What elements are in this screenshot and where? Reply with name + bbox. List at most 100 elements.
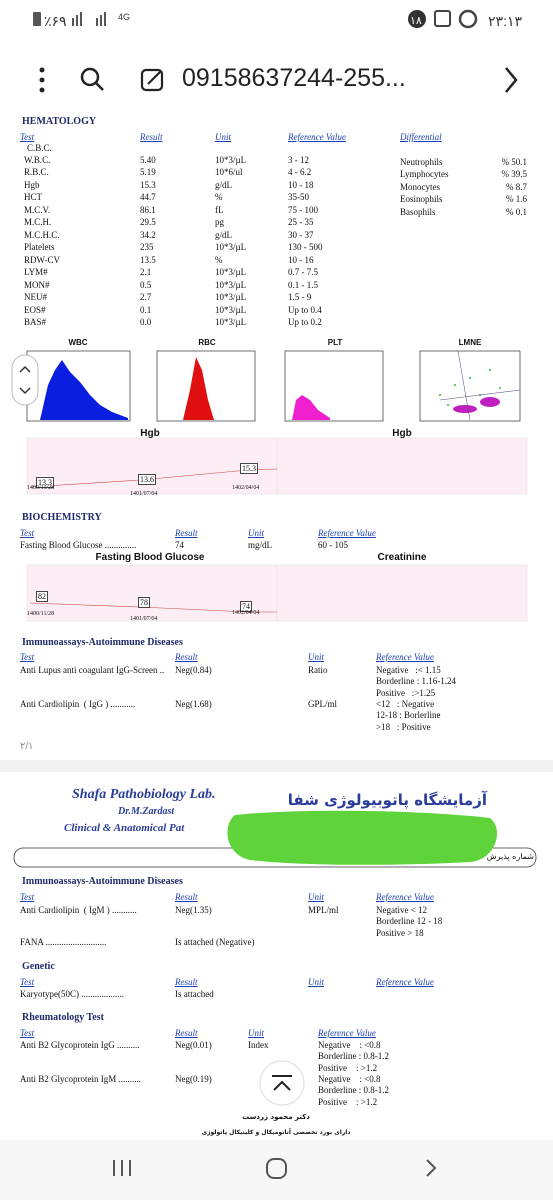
cell: 10*3/µL bbox=[215, 304, 247, 315]
cell: 0.5 bbox=[140, 279, 152, 290]
column-header: Result bbox=[175, 977, 198, 987]
search-button[interactable] bbox=[80, 67, 104, 91]
test-name: Anti Lupus anti coagulant IgG-Screen .. bbox=[20, 665, 165, 675]
test-result: Is attached bbox=[175, 989, 214, 999]
cell: 2.1 bbox=[140, 267, 152, 278]
differential-name: Eosinophils bbox=[400, 194, 443, 205]
notification-count: ۱۸ bbox=[410, 15, 422, 27]
reference-line: Borderline : 0.8-1.2 bbox=[318, 1051, 389, 1062]
reference-line: Negative : <0.8 bbox=[318, 1074, 381, 1084]
next-button[interactable] bbox=[505, 67, 518, 93]
differential-value: 0.1 % bbox=[506, 206, 527, 217]
trend-date: 1400/11/28 bbox=[27, 611, 55, 617]
back-button[interactable] bbox=[426, 1159, 437, 1177]
cell: g/dL bbox=[215, 179, 232, 190]
reference-line: 60 - 105 bbox=[318, 540, 348, 550]
home-button[interactable] bbox=[266, 1158, 287, 1179]
battery-level: ٪۶۹ bbox=[44, 13, 67, 29]
section-title: Rheumatology Test bbox=[22, 1012, 104, 1023]
reference-line: Positive > 18 bbox=[376, 927, 424, 938]
cell: g/dL bbox=[215, 229, 232, 240]
test-unit: GPL/ml bbox=[308, 699, 338, 709]
column-header: Reference Value bbox=[376, 892, 434, 902]
cell: RDW-CV bbox=[24, 254, 60, 265]
cell: 35-50 bbox=[288, 192, 309, 203]
test-result: 74 bbox=[175, 540, 184, 550]
cell: M.C.H.C. bbox=[24, 229, 60, 240]
signature: دارای بورد تخصصی آناتومیکال و کلینیکال پ… bbox=[201, 1129, 351, 1136]
cell: 10 - 18 bbox=[288, 179, 314, 190]
reference-line: Negative :< 1.15 bbox=[376, 665, 441, 675]
gallery-icon bbox=[434, 10, 451, 27]
cell: LYM# bbox=[24, 267, 48, 278]
cell: 10*3/µL bbox=[215, 267, 247, 278]
page-scroll-handle[interactable] bbox=[11, 354, 39, 406]
recents-button[interactable] bbox=[113, 1160, 131, 1176]
cell: 30 - 37 bbox=[288, 229, 314, 240]
cell: EOS# bbox=[24, 304, 46, 315]
cell: 10*3/µL bbox=[215, 279, 247, 290]
test-unit: MPL/ml bbox=[308, 905, 339, 915]
cell: M.C.H. bbox=[24, 217, 52, 228]
lab-name-fa: آزمایشگاه پاتوبیولوژی شفا bbox=[287, 791, 487, 809]
trend-point-label: 82 bbox=[36, 591, 48, 602]
cell: M.C.V. bbox=[24, 204, 51, 215]
reference-line: 12-18 : Borlerline bbox=[376, 710, 441, 721]
page-1 bbox=[0, 0, 553, 760]
cell: Platelets bbox=[24, 242, 55, 253]
cell: 0.1 - 1.5 bbox=[288, 279, 318, 290]
column-header: Unit bbox=[308, 652, 325, 662]
differential-name: Basophils bbox=[400, 206, 436, 217]
cell: 86.1 bbox=[140, 204, 156, 215]
cell: 1.5 - 9 bbox=[288, 292, 312, 303]
cell: 10*3/µL bbox=[215, 242, 247, 253]
trend-date: 1401/07/04 bbox=[130, 616, 158, 622]
cell: 25 - 35 bbox=[288, 217, 314, 228]
reference-line: Borderline 12 - 18 bbox=[376, 916, 443, 927]
menu-button[interactable] bbox=[39, 67, 45, 93]
cell: R.B.C. bbox=[24, 167, 49, 178]
signature: دکتر محمود زردست bbox=[242, 1113, 310, 1121]
differential-value: 50.1 % bbox=[501, 157, 528, 167]
signal-icons bbox=[72, 12, 106, 26]
reference-line: Borderline : 1.16-1.24 bbox=[376, 676, 456, 687]
test-result: Neg(0.01) bbox=[175, 1040, 212, 1050]
trend-date: 1402/04/04 bbox=[232, 485, 260, 491]
test-name: FANA ........................... bbox=[20, 937, 107, 947]
cell: 13.5 bbox=[140, 254, 156, 265]
column-header: Unit bbox=[248, 528, 265, 538]
column-header: Test bbox=[20, 977, 35, 987]
cell: 15.3 bbox=[140, 179, 156, 190]
section-title: HEMATOLOGY bbox=[22, 116, 97, 127]
column-header: Unit bbox=[308, 977, 325, 987]
cell: 75 - 100 bbox=[288, 204, 318, 215]
column-header: Unit bbox=[308, 892, 325, 902]
cell: W.B.C. bbox=[24, 155, 51, 165]
test-name: Anti B2 Glycoprotein IgG .......... bbox=[20, 1040, 140, 1050]
column-header: Result bbox=[175, 528, 198, 538]
cell: NEU# bbox=[24, 292, 47, 303]
lab-name: Shafa Pathobiology Lab. bbox=[72, 787, 216, 802]
cell: 5.40 bbox=[140, 155, 156, 165]
column-header: Differential bbox=[400, 132, 442, 142]
section-title: Immunoassays-Autoimmune Diseases bbox=[22, 876, 183, 887]
reference-line: >18 : Positive bbox=[376, 721, 431, 732]
trend-title: Hgb bbox=[140, 428, 160, 439]
edit-button[interactable] bbox=[140, 68, 164, 92]
column-header: Result bbox=[175, 652, 198, 662]
column-header: Result bbox=[140, 132, 163, 142]
trend-title: Creatinine bbox=[377, 552, 427, 563]
cell: BAS# bbox=[24, 316, 47, 327]
cell: 0.0 bbox=[140, 316, 152, 327]
cell: 2.7 bbox=[140, 292, 152, 303]
cell: Hgb bbox=[24, 179, 40, 190]
test-name: Karyotype(50C) ................... bbox=[20, 989, 124, 999]
test-unit: mg/dL bbox=[248, 540, 272, 550]
clock: ۲۳:۱۳ bbox=[488, 13, 522, 29]
cell: 44.7 bbox=[140, 192, 156, 203]
differential-name: Monocytes bbox=[400, 181, 440, 192]
trend-date: 1401/07/04 bbox=[130, 491, 158, 497]
cell: 10*3/µL bbox=[215, 292, 247, 303]
column-header: Test bbox=[20, 528, 35, 538]
histogram-title: WBC bbox=[68, 338, 88, 347]
